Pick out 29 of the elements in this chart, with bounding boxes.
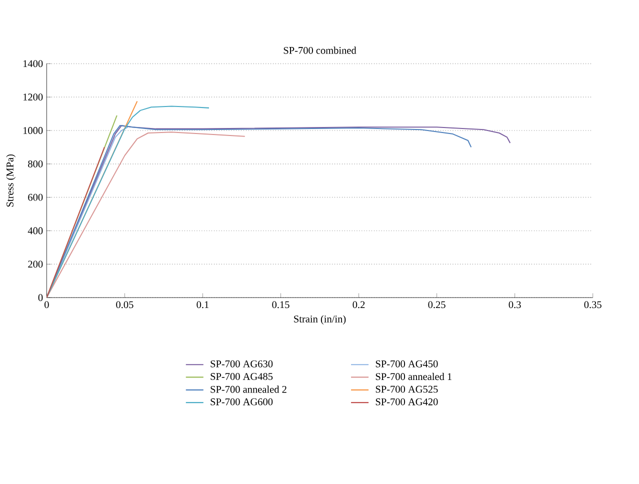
x-axis-title: Strain (in/in) bbox=[294, 315, 346, 324]
y-tick-label: 1200 bbox=[23, 93, 43, 100]
x-tick-label: 0.05 bbox=[116, 301, 134, 308]
y-tick-label: 0 bbox=[38, 294, 43, 301]
x-tick-label: 0.3 bbox=[508, 301, 521, 308]
y-axis-title: Stress (MPa) bbox=[6, 154, 16, 206]
legend-label: SP-700 annealed 2 bbox=[210, 385, 286, 393]
legend-label: SP-700 AG630 bbox=[210, 360, 273, 368]
line-series bbox=[46, 106, 210, 298]
chart-title: SP-700 combined bbox=[284, 46, 356, 54]
x-tick-label: 0.35 bbox=[584, 301, 602, 308]
legend-label: SP-700 AG450 bbox=[376, 360, 438, 368]
x-tick-label: 0.1 bbox=[196, 301, 209, 308]
y-tick-label: 1000 bbox=[23, 126, 43, 134]
legend-label: SP-700 AG600 bbox=[210, 398, 273, 406]
y-tick-label: 1400 bbox=[23, 60, 43, 67]
y-tick-label: 400 bbox=[28, 227, 43, 234]
line-series bbox=[46, 131, 246, 298]
legend-label: SP-700 annealed 1 bbox=[376, 372, 452, 380]
y-tick-label: 800 bbox=[28, 160, 43, 168]
x-tick-label: 0.25 bbox=[428, 301, 446, 308]
y-tick-label: 200 bbox=[28, 260, 43, 268]
x-tick-label: 0 bbox=[44, 301, 49, 308]
y-tick-label: 600 bbox=[28, 194, 43, 201]
x-tick-label: 0.2 bbox=[352, 301, 365, 308]
x-tick-label: 0.15 bbox=[272, 301, 290, 308]
legend-label: SP-700 AG485 bbox=[210, 372, 273, 380]
legend-label: SP-700 AG525 bbox=[376, 386, 438, 393]
legend-label: SP-700 AG420 bbox=[376, 398, 438, 406]
